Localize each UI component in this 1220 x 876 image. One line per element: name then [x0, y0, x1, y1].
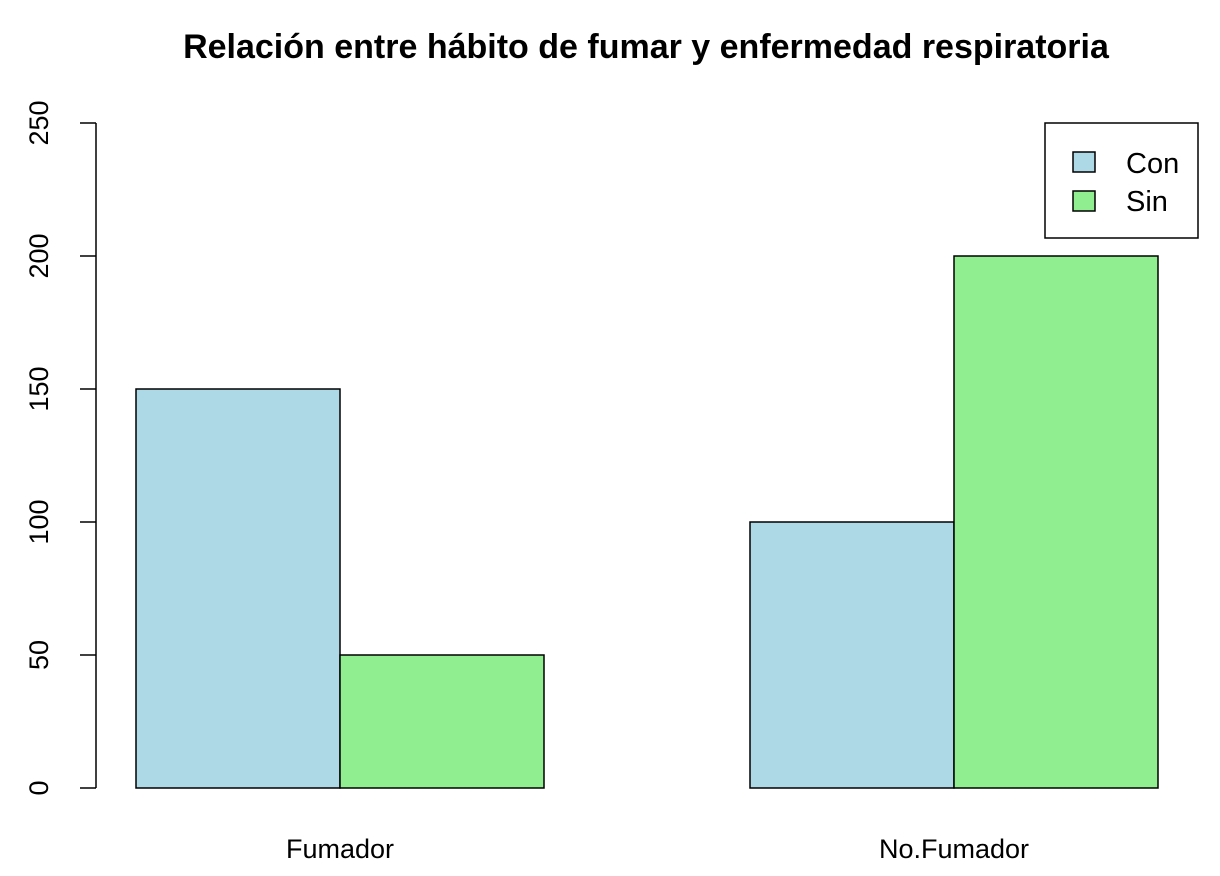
legend: Con Sin: [1044, 122, 1199, 239]
y-axis: 0 50 100 150 200 250: [24, 100, 97, 796]
y-tick-label: 0: [24, 780, 54, 795]
y-tick-label: 250: [24, 100, 54, 145]
y-tick-label: 50: [24, 640, 54, 670]
y-tick-label: 200: [24, 233, 54, 278]
bar-sin-no-fumador: [953, 255, 1159, 789]
bar-sin-fumador: [339, 654, 545, 789]
bar-con-fumador: [135, 388, 341, 789]
x-axis-labels: Fumador No.Fumador: [286, 834, 1029, 864]
chart-title: Relación entre hábito de fumar y enferme…: [183, 28, 1110, 66]
legend-swatch-con: [1072, 151, 1096, 173]
legend-label-con: Con: [1126, 148, 1179, 180]
legend-label-sin: Sin: [1126, 186, 1168, 218]
y-tick-label: 150: [24, 366, 54, 411]
bar-con-no-fumador: [749, 521, 955, 789]
legend-swatch-sin: [1072, 190, 1096, 212]
x-tick-label: Fumador: [286, 834, 394, 864]
x-tick-label: No.Fumador: [879, 834, 1029, 864]
legend-box: [1044, 122, 1199, 239]
bars-group: [135, 255, 1159, 789]
y-tick-label: 100: [24, 499, 54, 544]
